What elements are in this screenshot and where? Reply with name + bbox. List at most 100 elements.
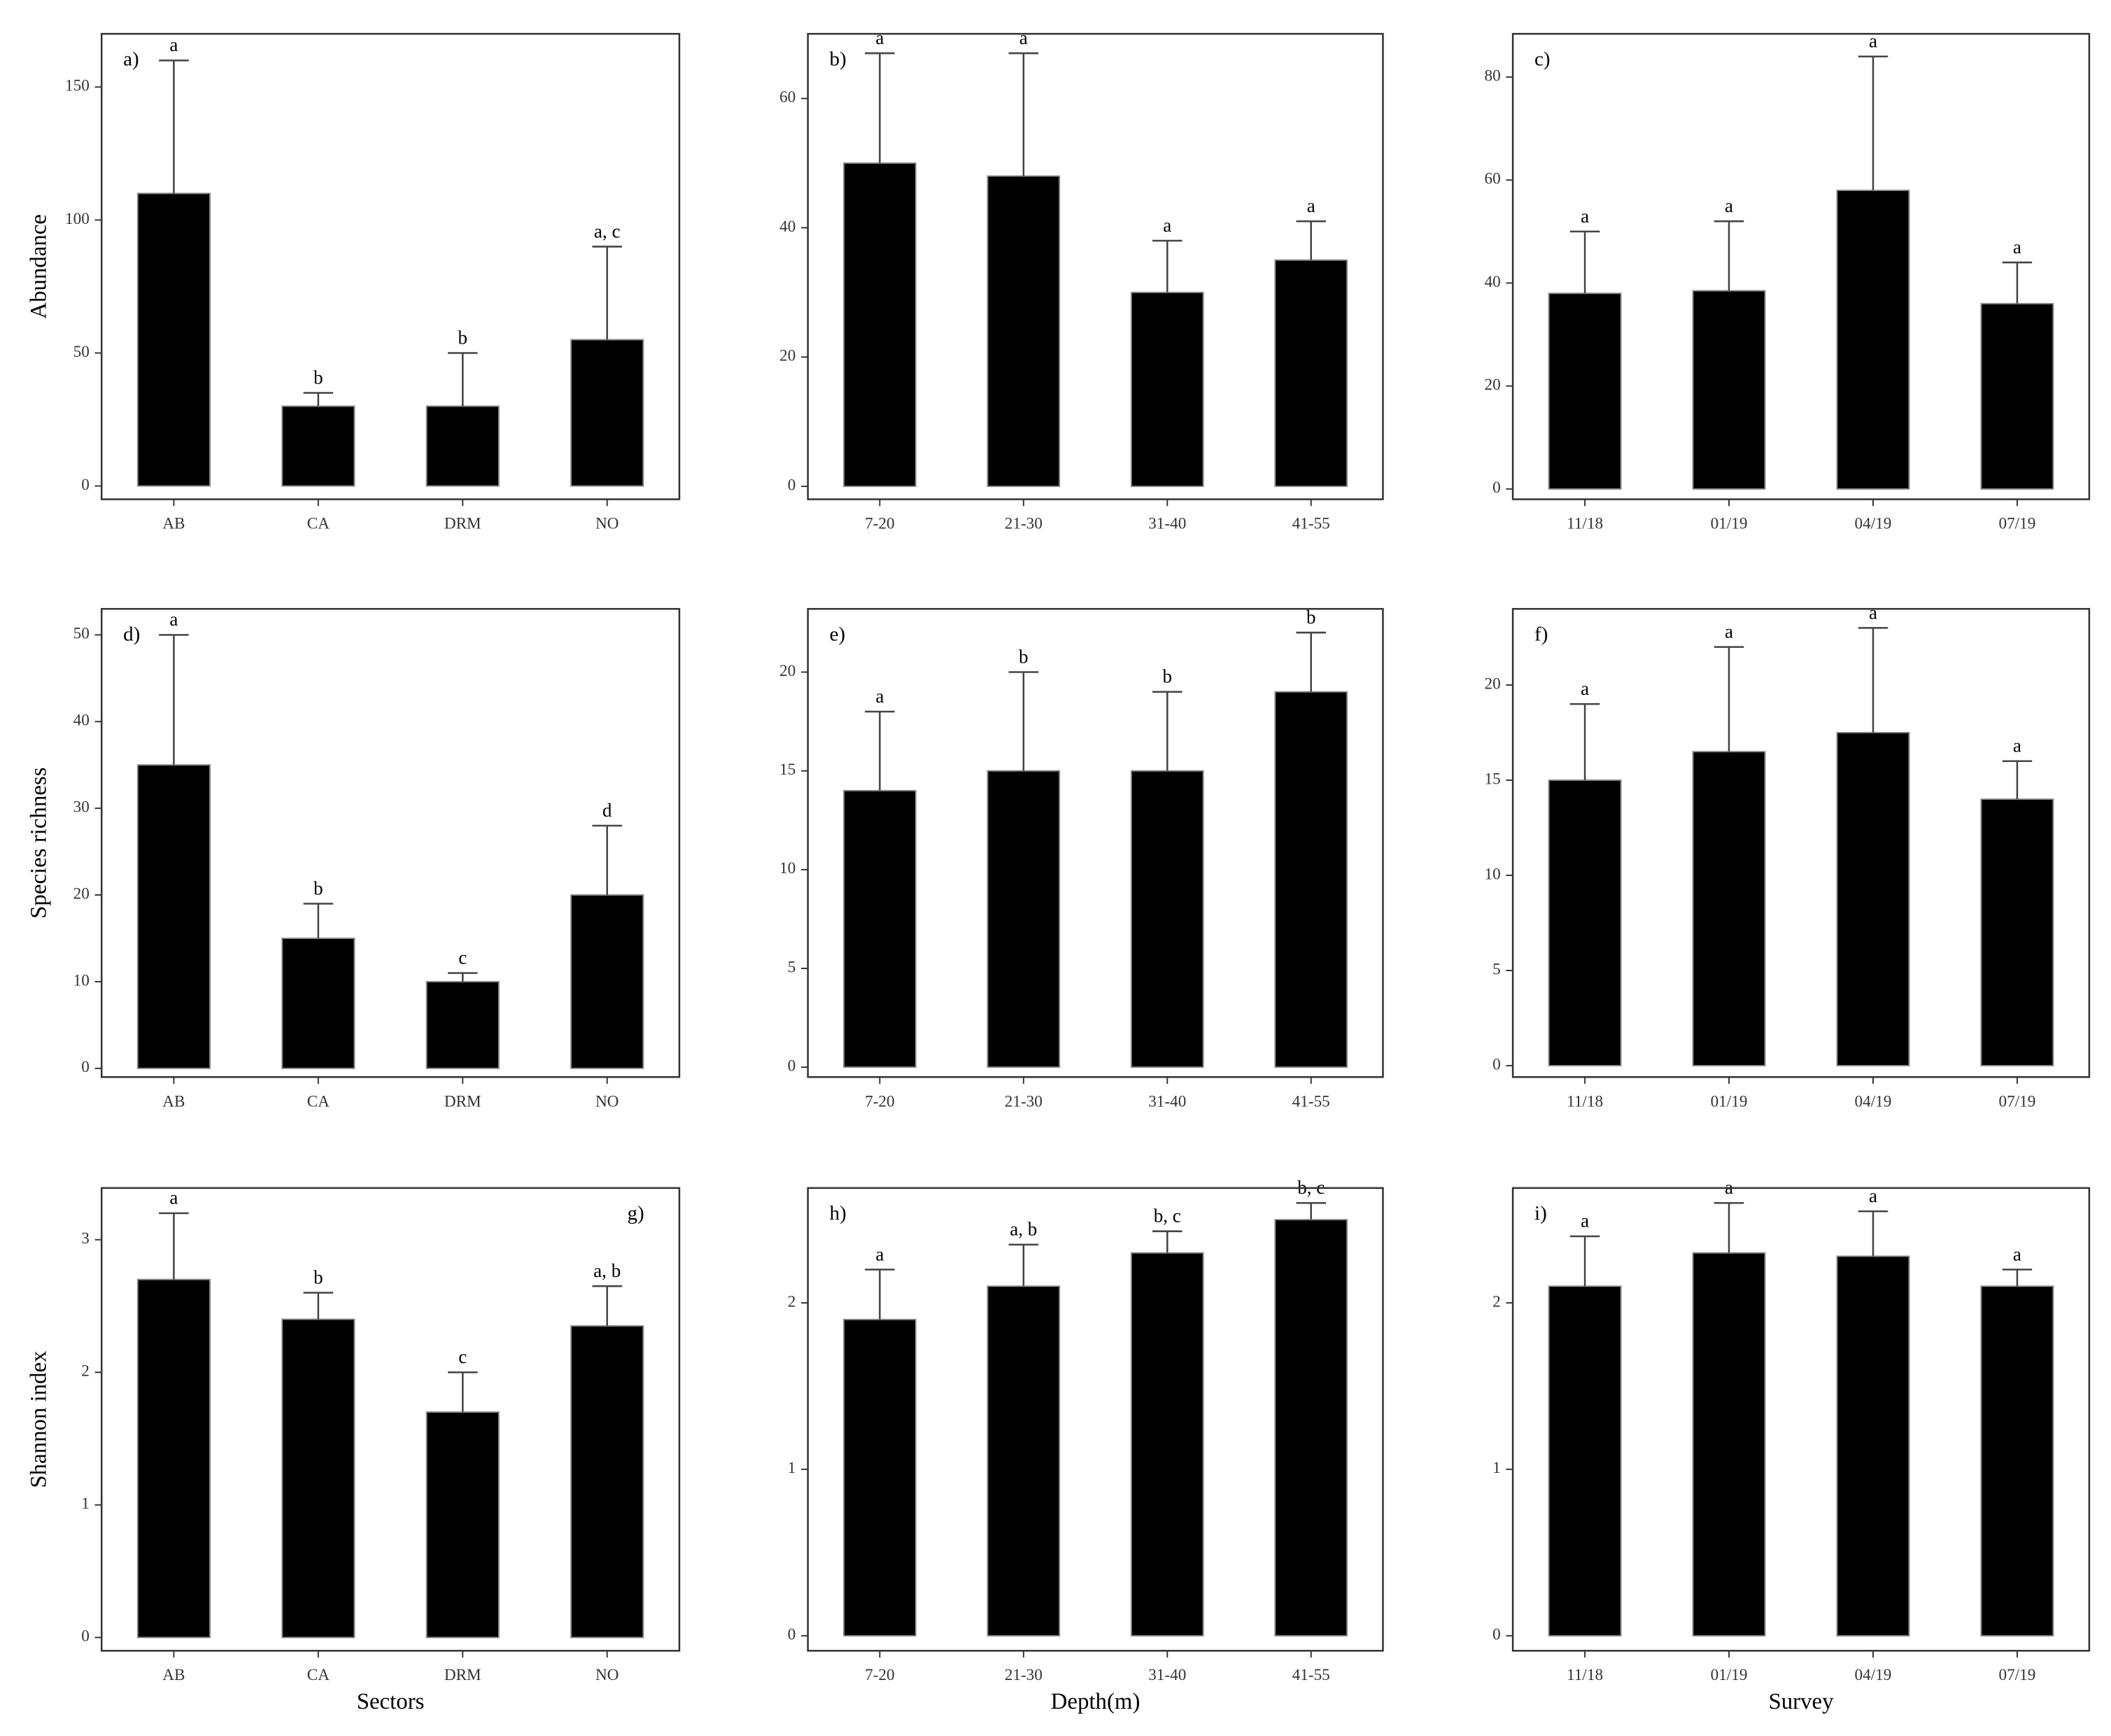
y-tick-label: 50: [73, 625, 90, 643]
y-tick-label: 0: [81, 1058, 90, 1076]
error-bar: [865, 1269, 895, 1320]
y-tick-label: 2: [1492, 1292, 1501, 1311]
y-tick-label: 15: [779, 761, 796, 779]
y-tick-label: 40: [1485, 273, 1501, 291]
error-bar: [1152, 691, 1182, 771]
y-tick-label: 10: [1485, 865, 1501, 883]
bar: [987, 1285, 1061, 1637]
significance-letter: c: [458, 1346, 467, 1367]
error-bar: [303, 392, 334, 407]
error-bar: [303, 1292, 334, 1320]
significance-letter: a: [169, 34, 178, 55]
significance-letter: a: [1725, 195, 1733, 216]
x-tick-label: 31-40: [1148, 1092, 1186, 1110]
x-tick-label: 01/19: [1711, 515, 1748, 533]
y-tick-label: 20: [1485, 376, 1501, 394]
bar: [570, 339, 644, 487]
x-tick-label: NO: [595, 1092, 619, 1110]
panel-label: b): [830, 48, 847, 71]
y-tick-label: 20: [1485, 675, 1501, 693]
significance-letter: a: [1581, 206, 1589, 227]
x-tick-label: DRM: [444, 515, 481, 533]
panel-label: g): [627, 1202, 644, 1225]
significance-letter: a, c: [594, 220, 621, 241]
error-bar: [1858, 627, 1888, 733]
y-tick-label: 10: [779, 859, 796, 877]
error-bar: [303, 903, 334, 939]
significance-letter: a: [1307, 195, 1315, 216]
error-bar: [448, 1371, 478, 1413]
x-tick-label: 7-20: [865, 515, 895, 533]
y-tick-label: 20: [779, 662, 796, 680]
significance-letter: b: [1163, 666, 1173, 687]
bar: [843, 789, 917, 1068]
x-tick-label: 7-20: [865, 1092, 895, 1110]
bar: [1692, 1252, 1766, 1637]
x-tick-label: CA: [307, 1092, 330, 1110]
bar: [281, 405, 355, 487]
significance-letter: a: [1163, 215, 1171, 236]
y-tick-label: 0: [788, 476, 796, 494]
x-tick-label: 01/19: [1711, 1092, 1748, 1110]
bar: [136, 192, 211, 487]
x-tick-label: 04/19: [1855, 1092, 1892, 1110]
error-bar: [865, 710, 895, 791]
bar: [1548, 779, 1622, 1066]
y-tick-label: 0: [81, 476, 90, 494]
bar: [1548, 1285, 1622, 1637]
y-tick-label: 15: [1485, 770, 1501, 788]
x-tick-label: DRM: [444, 1666, 481, 1684]
y-tick-label: 0: [81, 1628, 90, 1646]
x-tick-label: 01/19: [1711, 1666, 1748, 1684]
x-tick-label: 41-55: [1292, 1666, 1330, 1684]
panel-label: d): [123, 623, 140, 646]
bar: [136, 1278, 211, 1639]
x-tick-label: 21-30: [1005, 1666, 1043, 1684]
error-bar: [592, 824, 622, 896]
y-tick-label: 3: [81, 1229, 90, 1248]
bar: [1836, 190, 1910, 490]
panel-label: h): [830, 1202, 847, 1225]
error-bar: [1714, 220, 1744, 291]
x-tick-label: 04/19: [1855, 1666, 1892, 1684]
x-axis-label: Depth(m): [1051, 1689, 1141, 1714]
significance-letter: b: [1019, 646, 1029, 667]
y-tick-label: 80: [1485, 66, 1501, 85]
significance-letter: b: [313, 877, 323, 898]
error-bar: [2002, 261, 2033, 304]
significance-letter: b: [458, 327, 468, 348]
panel-label: e): [830, 623, 846, 646]
significance-letter: a, b: [1010, 1219, 1037, 1240]
x-tick-label: 07/19: [1998, 1666, 2035, 1684]
significance-letter: c: [458, 947, 467, 968]
bar: [1692, 751, 1766, 1066]
significance-letter: a: [1869, 1185, 1877, 1206]
x-tick-label: 41-55: [1292, 515, 1330, 533]
y-axis-label: Species richness: [27, 768, 52, 919]
error-bar: [159, 1212, 189, 1280]
bar: [1130, 1252, 1204, 1637]
bar: [1130, 770, 1204, 1068]
significance-letter: a: [1869, 31, 1877, 52]
error-bar: [159, 634, 189, 765]
x-tick-label: 07/19: [1998, 515, 2035, 533]
x-tick-label: AB: [162, 1666, 185, 1684]
y-tick-label: 30: [73, 798, 90, 816]
x-tick-label: 31-40: [1148, 1666, 1186, 1684]
y-tick-label: 5: [1492, 960, 1501, 978]
y-tick-label: 2: [788, 1292, 796, 1311]
x-tick-label: DRM: [444, 1092, 481, 1110]
x-tick-label: 07/19: [1998, 1092, 2035, 1110]
plot-frame: [807, 607, 1384, 1078]
y-tick-label: 150: [65, 77, 90, 95]
error-bar: [1152, 1230, 1182, 1253]
y-tick-label: 0: [1492, 1625, 1501, 1644]
x-axis-label: Sectors: [357, 1689, 425, 1714]
significance-letter: a: [875, 686, 884, 707]
error-bar: [448, 352, 478, 407]
significance-letter: a: [1869, 602, 1877, 623]
error-bar: [1858, 1210, 1888, 1257]
bar: [570, 894, 644, 1069]
x-tick-label: AB: [162, 1092, 185, 1110]
